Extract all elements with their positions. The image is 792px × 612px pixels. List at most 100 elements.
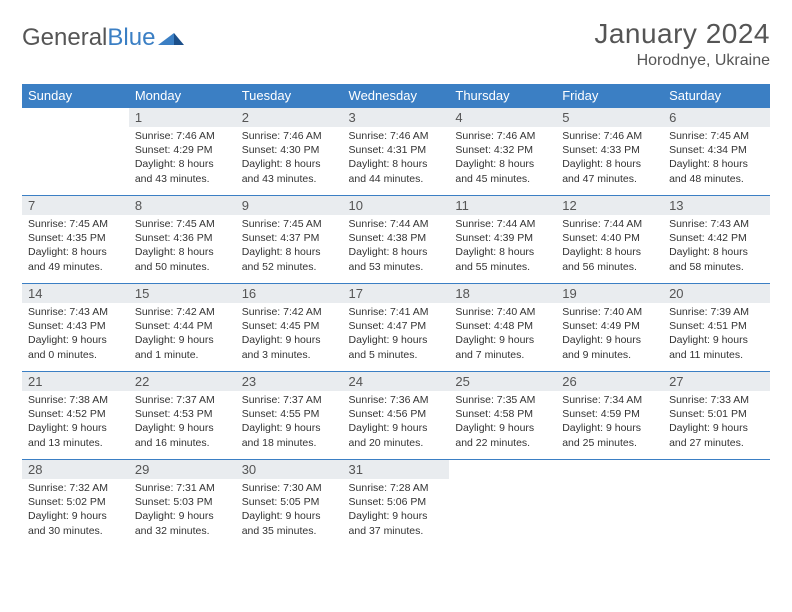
day-details: Sunrise: 7:45 AMSunset: 4:36 PMDaylight:… — [129, 215, 236, 278]
calendar-cell: 9Sunrise: 7:45 AMSunset: 4:37 PMDaylight… — [236, 196, 343, 284]
logo-text-1: General — [22, 24, 107, 52]
calendar-week: 7Sunrise: 7:45 AMSunset: 4:35 PMDaylight… — [22, 196, 770, 284]
day-details: Sunrise: 7:45 AMSunset: 4:35 PMDaylight:… — [22, 215, 129, 278]
day-number: 21 — [22, 372, 129, 391]
day-number: 24 — [343, 372, 450, 391]
calendar-cell: 18Sunrise: 7:40 AMSunset: 4:48 PMDayligh… — [449, 284, 556, 372]
calendar-cell: 31Sunrise: 7:28 AMSunset: 5:06 PMDayligh… — [343, 460, 450, 548]
day-number: 9 — [236, 196, 343, 215]
day-number: 23 — [236, 372, 343, 391]
calendar-cell — [663, 460, 770, 548]
calendar-cell: 6Sunrise: 7:45 AMSunset: 4:34 PMDaylight… — [663, 108, 770, 196]
day-number: 27 — [663, 372, 770, 391]
calendar-cell: 14Sunrise: 7:43 AMSunset: 4:43 PMDayligh… — [22, 284, 129, 372]
day-number: 8 — [129, 196, 236, 215]
calendar-cell: 11Sunrise: 7:44 AMSunset: 4:39 PMDayligh… — [449, 196, 556, 284]
calendar-cell: 26Sunrise: 7:34 AMSunset: 4:59 PMDayligh… — [556, 372, 663, 460]
day-details: Sunrise: 7:46 AMSunset: 4:29 PMDaylight:… — [129, 127, 236, 190]
calendar-cell: 8Sunrise: 7:45 AMSunset: 4:36 PMDaylight… — [129, 196, 236, 284]
day-details: Sunrise: 7:37 AMSunset: 4:53 PMDaylight:… — [129, 391, 236, 454]
calendar-cell: 10Sunrise: 7:44 AMSunset: 4:38 PMDayligh… — [343, 196, 450, 284]
calendar-cell: 24Sunrise: 7:36 AMSunset: 4:56 PMDayligh… — [343, 372, 450, 460]
calendar-cell: 4Sunrise: 7:46 AMSunset: 4:32 PMDaylight… — [449, 108, 556, 196]
day-number: 3 — [343, 108, 450, 127]
day-details: Sunrise: 7:43 AMSunset: 4:43 PMDaylight:… — [22, 303, 129, 366]
day-number: 28 — [22, 460, 129, 479]
day-number: 6 — [663, 108, 770, 127]
day-number: 15 — [129, 284, 236, 303]
day-number: 17 — [343, 284, 450, 303]
day-details: Sunrise: 7:30 AMSunset: 5:05 PMDaylight:… — [236, 479, 343, 542]
calendar-week: 21Sunrise: 7:38 AMSunset: 4:52 PMDayligh… — [22, 372, 770, 460]
logo-text-2: Blue — [107, 24, 155, 52]
day-number: 11 — [449, 196, 556, 215]
day-number: 26 — [556, 372, 663, 391]
calendar-cell: 7Sunrise: 7:45 AMSunset: 4:35 PMDaylight… — [22, 196, 129, 284]
month-title: January 2024 — [594, 18, 770, 50]
day-details: Sunrise: 7:46 AMSunset: 4:31 PMDaylight:… — [343, 127, 450, 190]
calendar-cell: 12Sunrise: 7:44 AMSunset: 4:40 PMDayligh… — [556, 196, 663, 284]
calendar-cell: 15Sunrise: 7:42 AMSunset: 4:44 PMDayligh… — [129, 284, 236, 372]
calendar-cell: 5Sunrise: 7:46 AMSunset: 4:33 PMDaylight… — [556, 108, 663, 196]
calendar-cell — [556, 460, 663, 548]
calendar-page: GeneralBlue January 2024 Horodnye, Ukrai… — [0, 0, 792, 548]
day-details: Sunrise: 7:40 AMSunset: 4:49 PMDaylight:… — [556, 303, 663, 366]
day-details: Sunrise: 7:44 AMSunset: 4:39 PMDaylight:… — [449, 215, 556, 278]
calendar-cell: 20Sunrise: 7:39 AMSunset: 4:51 PMDayligh… — [663, 284, 770, 372]
calendar-cell: 13Sunrise: 7:43 AMSunset: 4:42 PMDayligh… — [663, 196, 770, 284]
day-header: Saturday — [663, 84, 770, 108]
day-details: Sunrise: 7:36 AMSunset: 4:56 PMDaylight:… — [343, 391, 450, 454]
calendar-cell: 29Sunrise: 7:31 AMSunset: 5:03 PMDayligh… — [129, 460, 236, 548]
logo: GeneralBlue — [22, 18, 184, 52]
title-block: January 2024 Horodnye, Ukraine — [594, 18, 770, 70]
day-number: 18 — [449, 284, 556, 303]
calendar-cell: 22Sunrise: 7:37 AMSunset: 4:53 PMDayligh… — [129, 372, 236, 460]
calendar-cell: 30Sunrise: 7:30 AMSunset: 5:05 PMDayligh… — [236, 460, 343, 548]
header: GeneralBlue January 2024 Horodnye, Ukrai… — [22, 18, 770, 70]
day-details: Sunrise: 7:34 AMSunset: 4:59 PMDaylight:… — [556, 391, 663, 454]
calendar-cell: 1Sunrise: 7:46 AMSunset: 4:29 PMDaylight… — [129, 108, 236, 196]
calendar-cell — [449, 460, 556, 548]
day-header: Sunday — [22, 84, 129, 108]
day-number: 30 — [236, 460, 343, 479]
day-details: Sunrise: 7:37 AMSunset: 4:55 PMDaylight:… — [236, 391, 343, 454]
day-header: Friday — [556, 84, 663, 108]
day-header: Thursday — [449, 84, 556, 108]
day-details: Sunrise: 7:46 AMSunset: 4:33 PMDaylight:… — [556, 127, 663, 190]
calendar-table: SundayMondayTuesdayWednesdayThursdayFrid… — [22, 84, 770, 548]
logo-icon — [158, 24, 184, 52]
calendar-cell — [22, 108, 129, 196]
day-number: 16 — [236, 284, 343, 303]
day-number: 19 — [556, 284, 663, 303]
day-header: Wednesday — [343, 84, 450, 108]
day-details: Sunrise: 7:42 AMSunset: 4:45 PMDaylight:… — [236, 303, 343, 366]
day-number: 13 — [663, 196, 770, 215]
day-number: 29 — [129, 460, 236, 479]
day-number: 7 — [22, 196, 129, 215]
day-number: 31 — [343, 460, 450, 479]
day-number: 5 — [556, 108, 663, 127]
day-details: Sunrise: 7:46 AMSunset: 4:32 PMDaylight:… — [449, 127, 556, 190]
day-number: 14 — [22, 284, 129, 303]
day-details: Sunrise: 7:32 AMSunset: 5:02 PMDaylight:… — [22, 479, 129, 542]
day-header: Tuesday — [236, 84, 343, 108]
day-number: 2 — [236, 108, 343, 127]
day-details: Sunrise: 7:42 AMSunset: 4:44 PMDaylight:… — [129, 303, 236, 366]
calendar-cell: 2Sunrise: 7:46 AMSunset: 4:30 PMDaylight… — [236, 108, 343, 196]
day-number: 1 — [129, 108, 236, 127]
location-label: Horodnye, Ukraine — [594, 52, 770, 70]
calendar-head: SundayMondayTuesdayWednesdayThursdayFrid… — [22, 84, 770, 108]
day-number: 20 — [663, 284, 770, 303]
day-details: Sunrise: 7:38 AMSunset: 4:52 PMDaylight:… — [22, 391, 129, 454]
day-details: Sunrise: 7:39 AMSunset: 4:51 PMDaylight:… — [663, 303, 770, 366]
day-header: Monday — [129, 84, 236, 108]
day-details: Sunrise: 7:35 AMSunset: 4:58 PMDaylight:… — [449, 391, 556, 454]
day-number: 22 — [129, 372, 236, 391]
day-number: 25 — [449, 372, 556, 391]
calendar-body: 1Sunrise: 7:46 AMSunset: 4:29 PMDaylight… — [22, 108, 770, 548]
calendar-cell: 3Sunrise: 7:46 AMSunset: 4:31 PMDaylight… — [343, 108, 450, 196]
calendar-cell: 16Sunrise: 7:42 AMSunset: 4:45 PMDayligh… — [236, 284, 343, 372]
day-details: Sunrise: 7:44 AMSunset: 4:38 PMDaylight:… — [343, 215, 450, 278]
calendar-cell: 17Sunrise: 7:41 AMSunset: 4:47 PMDayligh… — [343, 284, 450, 372]
day-number: 12 — [556, 196, 663, 215]
